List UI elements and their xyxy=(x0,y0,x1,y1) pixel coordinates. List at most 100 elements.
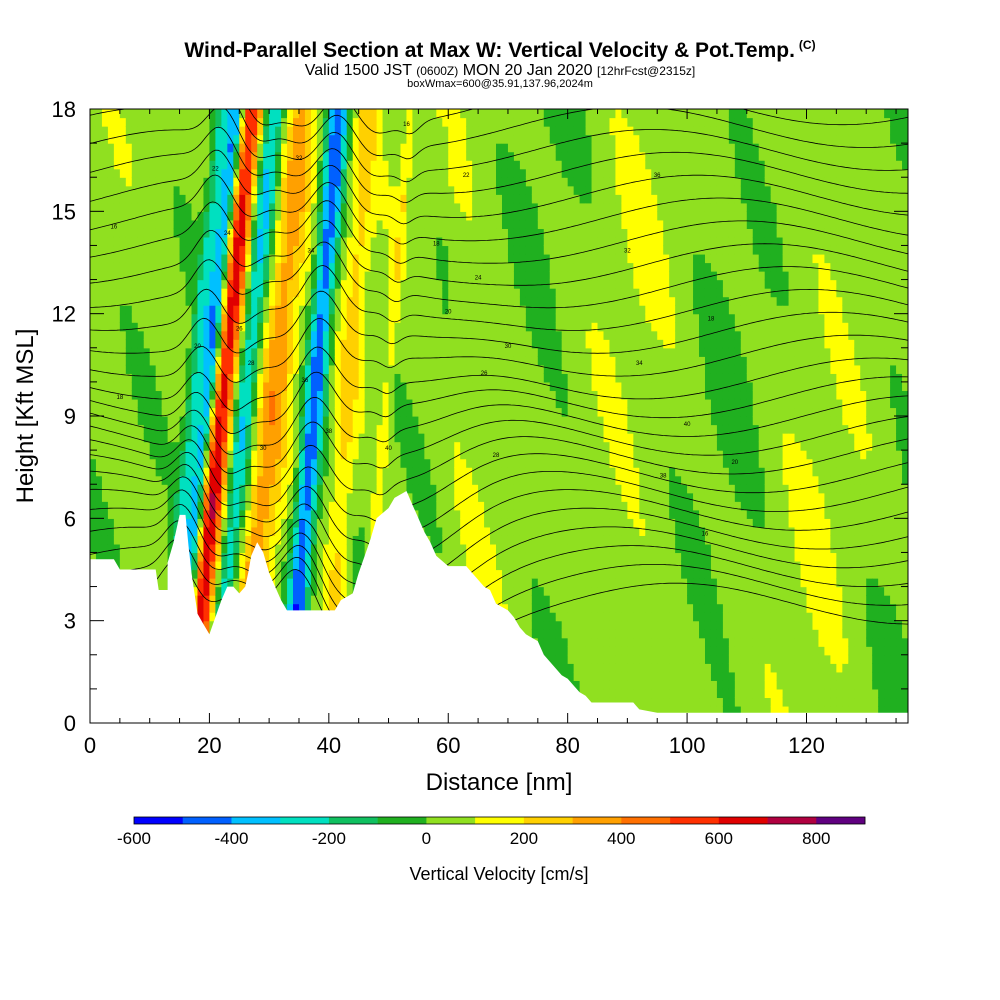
velocity-cell xyxy=(412,271,419,281)
velocity-cell xyxy=(257,467,264,477)
velocity-cell xyxy=(257,526,264,536)
velocity-cell xyxy=(173,228,181,238)
velocity-cell xyxy=(137,339,145,349)
velocity-cell xyxy=(167,236,175,247)
velocity-cell xyxy=(131,509,139,519)
velocity-cell xyxy=(352,322,360,332)
velocity-cell xyxy=(448,467,455,477)
velocity-cell xyxy=(454,219,461,229)
velocity-cell xyxy=(400,262,408,272)
velocity-cell xyxy=(245,356,252,366)
velocity-cell xyxy=(310,569,318,579)
velocity-cell xyxy=(281,458,288,468)
velocity-cell xyxy=(430,288,437,298)
velocity-cell xyxy=(179,202,187,212)
velocity-cell xyxy=(442,305,449,315)
velocity-cell xyxy=(460,185,467,195)
velocity-cell xyxy=(263,543,270,554)
velocity-cell xyxy=(418,330,425,340)
velocity-cell xyxy=(334,475,342,485)
velocity-cell xyxy=(442,296,449,306)
velocity-cell xyxy=(191,526,199,536)
velocity-cell xyxy=(269,569,276,579)
velocity-cell xyxy=(245,535,252,545)
velocity-cell xyxy=(167,458,175,468)
velocity-cell xyxy=(298,526,306,536)
velocity-cell xyxy=(101,245,109,255)
velocity-cell xyxy=(191,288,199,298)
velocity-cell xyxy=(143,117,151,127)
velocity-cell xyxy=(454,424,461,434)
velocity-cell xyxy=(101,219,109,229)
velocity-cell xyxy=(95,168,103,178)
velocity-cell xyxy=(203,509,211,519)
velocity-cell xyxy=(239,296,246,306)
velocity-cell xyxy=(179,271,187,281)
velocity-cell xyxy=(334,177,342,187)
velocity-cell xyxy=(334,194,342,204)
velocity-cell xyxy=(209,484,216,494)
velocity-cell xyxy=(448,134,455,144)
velocity-cell xyxy=(197,586,205,596)
velocity-cell xyxy=(352,168,360,178)
velocity-cell xyxy=(472,356,479,366)
velocity-cell xyxy=(400,296,408,306)
velocity-cell xyxy=(113,305,121,315)
velocity-cell xyxy=(436,262,443,272)
velocity-cell xyxy=(191,569,199,579)
velocity-cell xyxy=(430,279,437,289)
velocity-cell xyxy=(131,518,139,528)
velocity-cell xyxy=(490,279,497,289)
velocity-cell xyxy=(298,339,306,349)
velocity-cell xyxy=(179,143,187,153)
velocity-cell xyxy=(448,245,455,255)
velocity-cell xyxy=(287,330,294,340)
velocity-cell xyxy=(227,492,234,502)
velocity-cell xyxy=(394,484,402,494)
velocity-cell xyxy=(119,518,127,528)
velocity-cell xyxy=(197,143,205,153)
velocity-cell xyxy=(119,535,127,545)
velocity-cell xyxy=(269,117,276,127)
velocity-cell xyxy=(215,407,222,417)
velocity-cell xyxy=(496,518,503,528)
velocity-cell xyxy=(275,424,282,434)
velocity-cell xyxy=(322,202,330,212)
velocity-cell xyxy=(298,160,306,170)
velocity-cell xyxy=(251,347,258,357)
velocity-cell xyxy=(275,586,282,596)
velocity-cell xyxy=(239,398,246,409)
velocity-cell xyxy=(131,475,139,485)
velocity-cell xyxy=(472,134,479,144)
velocity-cell xyxy=(239,509,246,519)
velocity-cell xyxy=(418,339,425,349)
velocity-cell xyxy=(358,467,366,477)
velocity-cell xyxy=(221,185,228,195)
velocity-cell xyxy=(90,134,97,144)
velocity-cell xyxy=(484,501,491,511)
velocity-cell xyxy=(137,450,145,460)
velocity-cell xyxy=(215,560,222,571)
velocity-cell xyxy=(179,407,187,417)
velocity-cell xyxy=(430,271,437,281)
velocity-cell xyxy=(161,211,169,221)
velocity-cell xyxy=(125,424,133,434)
velocity-cell xyxy=(472,143,479,153)
velocity-cell xyxy=(245,467,252,477)
velocity-cell xyxy=(346,211,354,221)
velocity-cell xyxy=(298,117,306,127)
velocity-cell xyxy=(185,501,193,511)
velocity-cell xyxy=(478,381,485,392)
velocity-cell xyxy=(287,475,294,485)
velocity-cell xyxy=(149,390,157,400)
velocity-cell xyxy=(346,450,354,460)
velocity-cell xyxy=(167,117,175,127)
velocity-cell xyxy=(472,339,479,349)
velocity-cell xyxy=(239,194,246,204)
velocity-cell xyxy=(412,211,419,221)
velocity-cell xyxy=(263,492,270,502)
velocity-cell xyxy=(394,373,402,383)
velocity-cell xyxy=(227,288,234,298)
velocity-cell xyxy=(328,475,336,485)
velocity-cell xyxy=(221,236,228,247)
